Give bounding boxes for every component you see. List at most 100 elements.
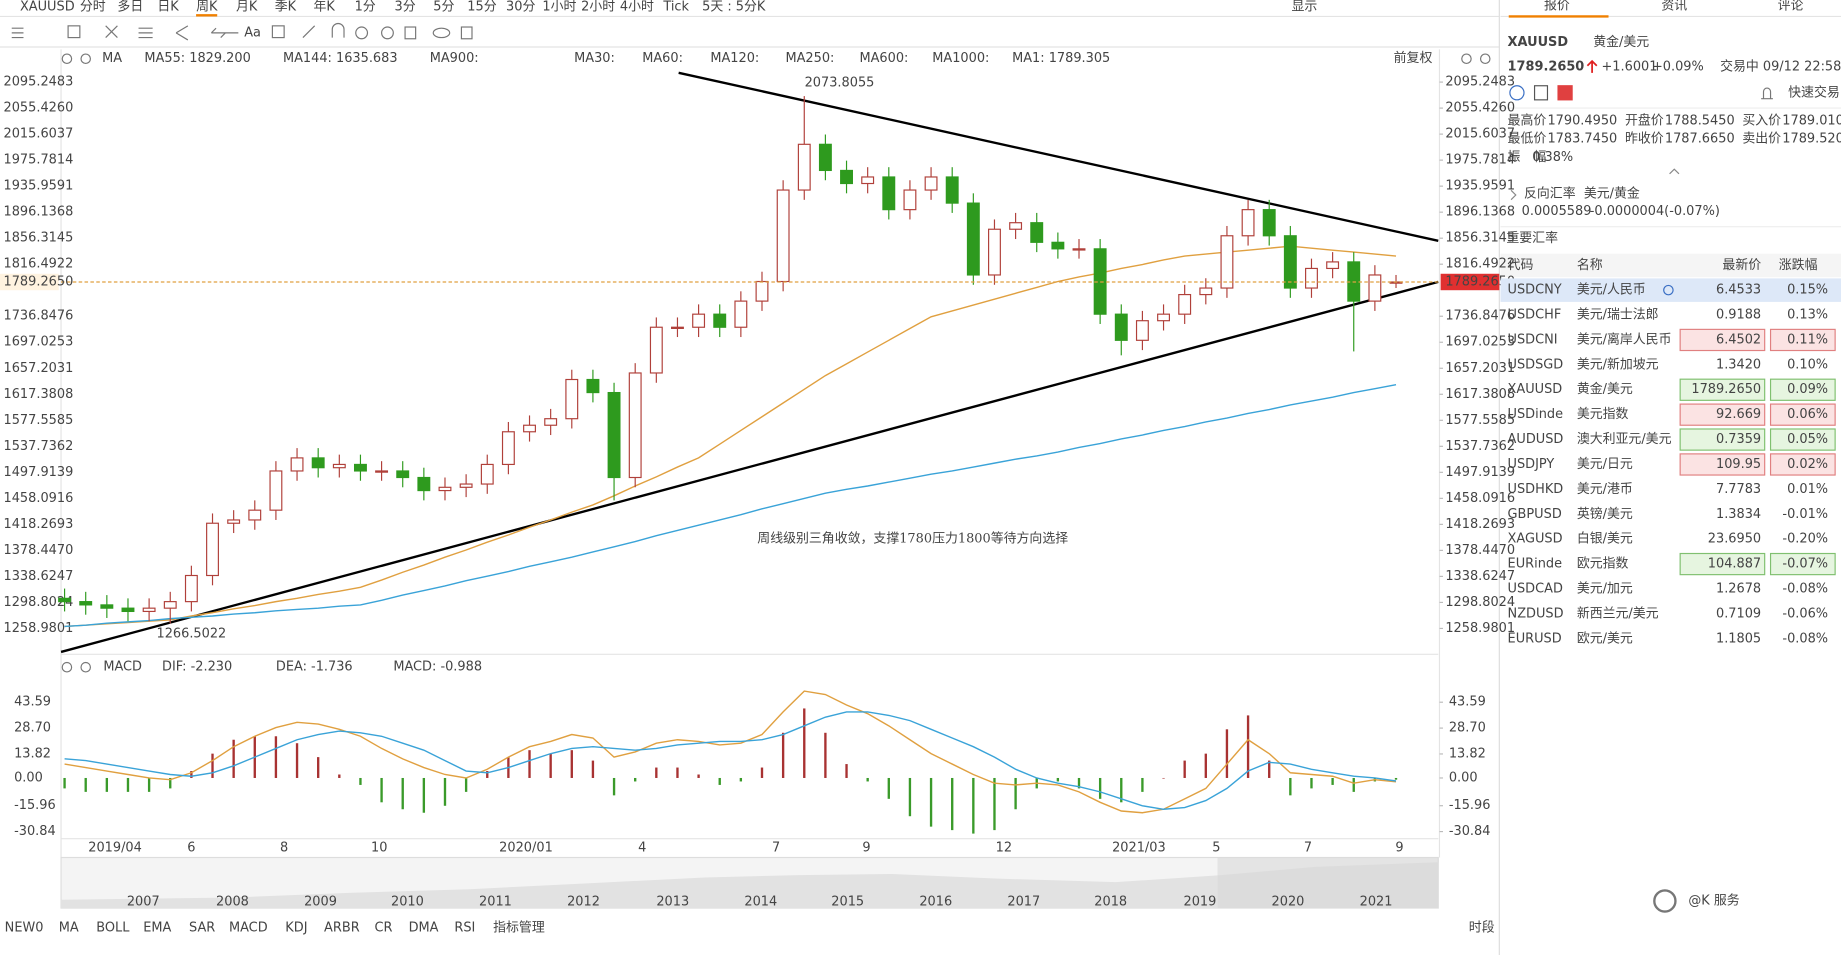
row-code[interactable]: USDinde xyxy=(1508,407,1564,422)
macd-bar xyxy=(1331,777,1334,785)
drawing-tools[interactable] xyxy=(11,22,473,41)
row-code[interactable]: USDSGD xyxy=(1508,357,1564,372)
period-tab[interactable]: Tick xyxy=(662,0,689,15)
ma-legend-item: MA30: xyxy=(574,51,615,66)
row-name[interactable]: 美元/新加坡元 xyxy=(1577,356,1659,372)
period-tab[interactable]: 2小时 xyxy=(581,0,615,15)
panel-tab[interactable]: 评论 xyxy=(1778,0,1804,13)
panel-icons[interactable] xyxy=(1509,85,1773,101)
row-name[interactable]: 白银/美元 xyxy=(1577,531,1633,547)
chart-controls[interactable] xyxy=(61,53,1491,673)
row-name[interactable]: 欧元/美元 xyxy=(1577,631,1633,646)
period-tab[interactable]: 多日 xyxy=(117,0,143,15)
row-code[interactable]: AUDUSD xyxy=(1508,432,1564,447)
macd-bar xyxy=(760,767,764,778)
candle-body xyxy=(1220,235,1234,289)
macd-bar xyxy=(634,777,637,782)
candle-body xyxy=(607,391,621,479)
period-tab[interactable]: 3分 xyxy=(394,0,415,15)
macd-bar xyxy=(401,777,404,810)
row-code[interactable]: USDCHF xyxy=(1508,308,1562,323)
macd-bar xyxy=(570,750,573,778)
row-name[interactable]: 英镑/美元 xyxy=(1577,506,1633,522)
period-button[interactable]: 时段 xyxy=(1469,920,1495,935)
row-name[interactable]: 澳大利亚元/美元 xyxy=(1577,431,1672,447)
macd-bar xyxy=(1120,777,1123,803)
indicator-tab[interactable]: 指标管理 xyxy=(493,920,545,935)
indicator-tab[interactable]: NEW0 xyxy=(5,920,44,935)
row-code[interactable]: NZDUSD xyxy=(1508,606,1564,621)
candle-body xyxy=(248,509,262,521)
row-name[interactable]: 美元/港币 xyxy=(1577,482,1633,497)
font-tool[interactable]: Aa xyxy=(244,25,261,40)
row-name[interactable]: 美元指数 xyxy=(1577,407,1629,422)
indicator-tab[interactable]: RSI xyxy=(454,920,475,935)
indicator-tab[interactable]: KDJ xyxy=(285,920,307,935)
restore-mode[interactable]: 前复权 xyxy=(1394,50,1433,66)
x-tick-label: 9 xyxy=(862,841,870,856)
macd-bar xyxy=(972,777,975,834)
row-name[interactable]: 美元/人民币 xyxy=(1577,283,1646,298)
indicator-tab[interactable]: ARBR xyxy=(324,920,360,935)
watch-icon[interactable] xyxy=(1663,284,1674,296)
symbol[interactable]: XAUUSD xyxy=(20,0,75,15)
row-name[interactable]: 美元/离岸人民币 xyxy=(1577,331,1672,347)
min-price-label: 1266.5022 xyxy=(156,627,226,642)
row-name[interactable]: 美元/瑞士法郎 xyxy=(1577,308,1659,323)
expand-caret[interactable] xyxy=(1510,189,1517,201)
period-tab[interactable]: 月K xyxy=(236,0,258,15)
period-tab[interactable]: 日K xyxy=(157,0,179,15)
y-tick-label: 0.00 xyxy=(1449,770,1478,785)
indicator-tab[interactable]: MACD xyxy=(229,920,268,935)
row-code[interactable]: USDCNY xyxy=(1508,283,1562,298)
panel-tab[interactable]: 报价 xyxy=(1544,0,1570,13)
row-code[interactable]: USDHKD xyxy=(1508,482,1564,497)
indicator-tab[interactable]: EMA xyxy=(143,920,171,935)
period-tab[interactable]: 15分 xyxy=(467,0,496,15)
ma-label: MA xyxy=(102,51,122,66)
row-price: 1789.2650 xyxy=(1691,382,1761,397)
candle-body xyxy=(840,169,853,185)
selected-row[interactable] xyxy=(1500,278,1841,302)
period-tab[interactable]: 5天 : 5分K xyxy=(702,0,766,15)
indicator-tab[interactable]: DMA xyxy=(409,920,439,935)
display-menu[interactable]: 显示 xyxy=(1292,0,1318,15)
row-code[interactable]: EURinde xyxy=(1508,557,1563,572)
row-name[interactable]: 欧元指数 xyxy=(1577,557,1629,572)
row-name[interactable]: 新西兰元/美元 xyxy=(1577,605,1659,621)
navigator-year: 2008 xyxy=(216,895,249,910)
navigator-window[interactable] xyxy=(1217,857,1439,909)
macd-bar xyxy=(126,777,130,792)
period-tab[interactable]: 30分 xyxy=(506,0,535,15)
row-code[interactable]: USDCNI xyxy=(1508,332,1558,347)
row-code[interactable]: XAGUSD xyxy=(1508,532,1563,547)
period-tab[interactable]: 季K xyxy=(275,0,297,15)
period-tab[interactable]: 4小时 xyxy=(620,0,654,15)
last-price-tag xyxy=(1440,273,1500,291)
row-code[interactable]: EURUSD xyxy=(1508,631,1562,646)
indicator-tab[interactable]: MA xyxy=(59,920,79,935)
candle-body xyxy=(1178,293,1192,315)
row-code[interactable]: GBPUSD xyxy=(1508,507,1562,522)
macd-bar xyxy=(1056,777,1060,782)
row-code[interactable]: USDJPY xyxy=(1508,457,1555,472)
period-tab[interactable]: 周K xyxy=(196,0,218,15)
row-name[interactable]: 美元/日元 xyxy=(1577,457,1633,472)
stat-label: 最高价 xyxy=(1508,112,1547,128)
indicator-tab[interactable]: CR xyxy=(375,920,393,935)
candle-body xyxy=(1030,222,1044,243)
quick-trade[interactable]: 快速交易 xyxy=(1788,84,1840,100)
period-tab[interactable]: 年K xyxy=(313,0,335,15)
collapse-caret[interactable] xyxy=(1669,168,1680,175)
period-tab[interactable]: 5分 xyxy=(433,0,454,15)
row-code[interactable]: USDCAD xyxy=(1508,581,1563,596)
indicator-tab[interactable]: SAR xyxy=(189,920,215,935)
row-name[interactable]: 黄金/美元 xyxy=(1577,381,1633,397)
period-tab[interactable]: 1分 xyxy=(355,0,376,15)
row-code[interactable]: XAUUSD xyxy=(1508,382,1563,397)
indicator-tab[interactable]: BOLL xyxy=(96,920,130,935)
row-name[interactable]: 美元/加元 xyxy=(1577,581,1633,596)
period-tab[interactable]: 分时 xyxy=(80,0,106,15)
panel-tab[interactable]: 资讯 xyxy=(1661,0,1687,13)
period-tab[interactable]: 1小时 xyxy=(542,0,576,15)
